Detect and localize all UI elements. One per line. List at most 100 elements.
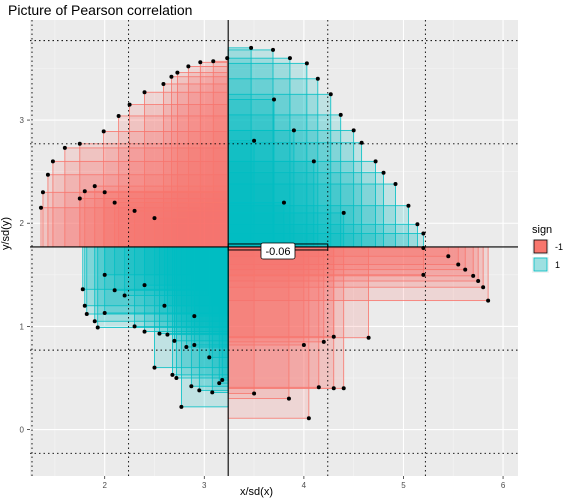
data-point <box>406 203 411 208</box>
data-point <box>197 388 202 393</box>
data-point <box>341 210 346 215</box>
product-rectangle <box>84 246 229 307</box>
data-point <box>304 61 309 66</box>
data-point <box>45 172 50 177</box>
y-tick-label: 2 <box>20 219 25 228</box>
product-rectangle <box>227 129 355 248</box>
data-point <box>210 390 215 395</box>
product-rectangle <box>86 246 229 315</box>
product-rectangle <box>227 129 295 248</box>
data-point <box>84 312 89 317</box>
product-rectangle <box>227 246 335 389</box>
data-point <box>102 272 107 277</box>
data-point <box>393 182 398 187</box>
data-point <box>421 231 426 236</box>
data-point <box>82 189 87 194</box>
data-point <box>351 128 356 133</box>
product-rectangle <box>64 147 229 248</box>
data-point <box>142 329 147 334</box>
data-point <box>481 285 486 290</box>
product-rectangle <box>97 246 229 328</box>
product-rectangle <box>227 246 290 400</box>
product-rectangle <box>227 246 310 419</box>
data-point <box>127 102 132 107</box>
product-rectangle <box>118 115 229 248</box>
data-point <box>373 159 378 164</box>
product-rectangle <box>227 212 345 248</box>
product-rectangle <box>227 246 424 276</box>
product-rectangle <box>104 246 229 314</box>
data-point <box>189 384 194 389</box>
data-point <box>476 279 481 284</box>
x-axis-label: x/sd(x) <box>240 486 273 498</box>
legend-key-bg <box>532 257 549 273</box>
data-point <box>142 283 147 288</box>
product-rectangle <box>227 246 325 343</box>
data-point <box>112 288 117 293</box>
data-point <box>161 81 166 86</box>
product-rectangle <box>144 91 229 248</box>
data-point <box>77 196 82 201</box>
data-point <box>101 129 106 134</box>
product-rectangle <box>144 246 229 286</box>
data-point <box>77 141 82 146</box>
data-point <box>50 159 55 164</box>
product-rectangle <box>134 210 229 248</box>
data-point <box>102 310 107 315</box>
product-rectangle <box>198 246 229 391</box>
product-rectangle <box>227 246 370 339</box>
data-point <box>112 200 117 205</box>
data-point <box>179 404 184 409</box>
x-tick-label: 6 <box>501 481 506 490</box>
data-point <box>217 381 222 386</box>
product-rectangle <box>103 131 229 248</box>
data-point <box>456 262 461 267</box>
product-rectangle <box>227 246 320 388</box>
data-point <box>287 56 292 61</box>
product-rectangle <box>193 246 229 317</box>
legend-label: -1 <box>555 242 563 252</box>
data-point <box>172 338 177 343</box>
data-point <box>415 222 420 227</box>
data-point <box>92 319 97 324</box>
data-point <box>165 332 170 337</box>
x-tick-label: 2 <box>102 481 107 490</box>
product-rectangle <box>154 246 229 369</box>
data-point <box>116 113 121 118</box>
data-point <box>152 216 157 221</box>
data-point <box>471 273 476 278</box>
data-point <box>192 314 197 319</box>
legend-key <box>533 257 548 272</box>
product-rectangle <box>227 246 305 346</box>
product-rectangle <box>84 190 229 248</box>
y-axis-label: y/sd(y) <box>0 217 12 250</box>
data-point <box>315 76 320 81</box>
legend-title: sign <box>532 224 552 236</box>
product-rectangle <box>227 49 274 248</box>
y-tick-label: 3 <box>20 116 25 125</box>
data-point <box>225 56 230 61</box>
product-rectangle <box>124 246 229 296</box>
data-point <box>381 170 386 175</box>
data-point <box>486 298 491 303</box>
data-point <box>152 365 157 370</box>
data-point <box>338 112 343 117</box>
data-point <box>328 92 333 97</box>
data-point <box>169 74 174 79</box>
data-point <box>220 378 225 383</box>
product-rectangle <box>227 142 363 248</box>
data-point <box>157 331 162 336</box>
product-rectangle <box>94 185 229 248</box>
data-point <box>80 287 85 292</box>
data-point <box>463 267 468 272</box>
data-point <box>184 345 189 350</box>
data-point <box>162 303 167 308</box>
data-point <box>421 272 426 277</box>
data-point <box>301 342 306 347</box>
data-point <box>249 45 254 50</box>
y-tick-label: 1 <box>20 322 25 331</box>
x-tick-label: 5 <box>401 481 406 490</box>
legend-key <box>533 239 548 254</box>
data-point <box>132 324 137 329</box>
annotation-label: -0.06 <box>265 246 290 258</box>
